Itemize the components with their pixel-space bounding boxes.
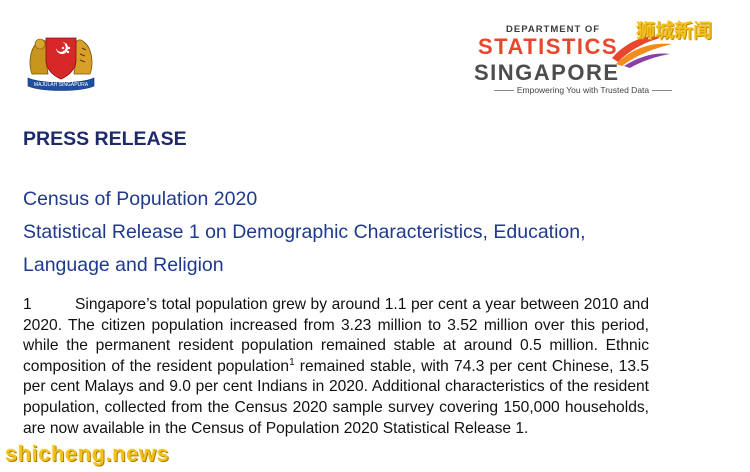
watermark-top-right: 狮城新闻 [636, 21, 713, 42]
singapore-crest: MAJULAH SINGAPURA [22, 26, 100, 92]
watermark-bottom-left: shicheng.news [5, 441, 170, 466]
crest-motto: MAJULAH SINGAPURA [34, 82, 89, 88]
press-release-label: PRESS RELEASE [23, 128, 187, 150]
release-title-line: Statistical Release 1 on Demographic Cha… [23, 221, 586, 243]
dos-singapore-text: SINGAPORE [474, 60, 620, 85]
dos-statistics-text: STATISTICS [478, 34, 619, 59]
swoosh-icon [612, 34, 672, 68]
paragraph-text-part-1: Singapore’s total population grew by aro… [23, 296, 649, 375]
paragraph-text-part-2: remained stable, with 74.3 per cent Chin… [23, 357, 649, 437]
release-title-line: Census of Population 2020 [23, 188, 258, 210]
singapore-coat-of-arms-icon: MAJULAH SINGAPURA [22, 26, 100, 92]
dos-logo: DEPARTMENT OF STATISTICS SINGAPORE Empow… [462, 22, 702, 100]
paragraph-number: 1 [23, 296, 32, 313]
dos-department-text: DEPARTMENT OF [506, 24, 601, 35]
footnote-marker[interactable]: 1 [289, 356, 295, 368]
dos-tagline: Empowering You with Trusted Data [470, 85, 696, 95]
release-title-line: Language and Religion [23, 254, 224, 276]
paragraph-1: 1 Singapore’s total population grew by ar… [23, 295, 649, 439]
release-title: Census of Population 2020 Statistical Re… [23, 183, 673, 282]
